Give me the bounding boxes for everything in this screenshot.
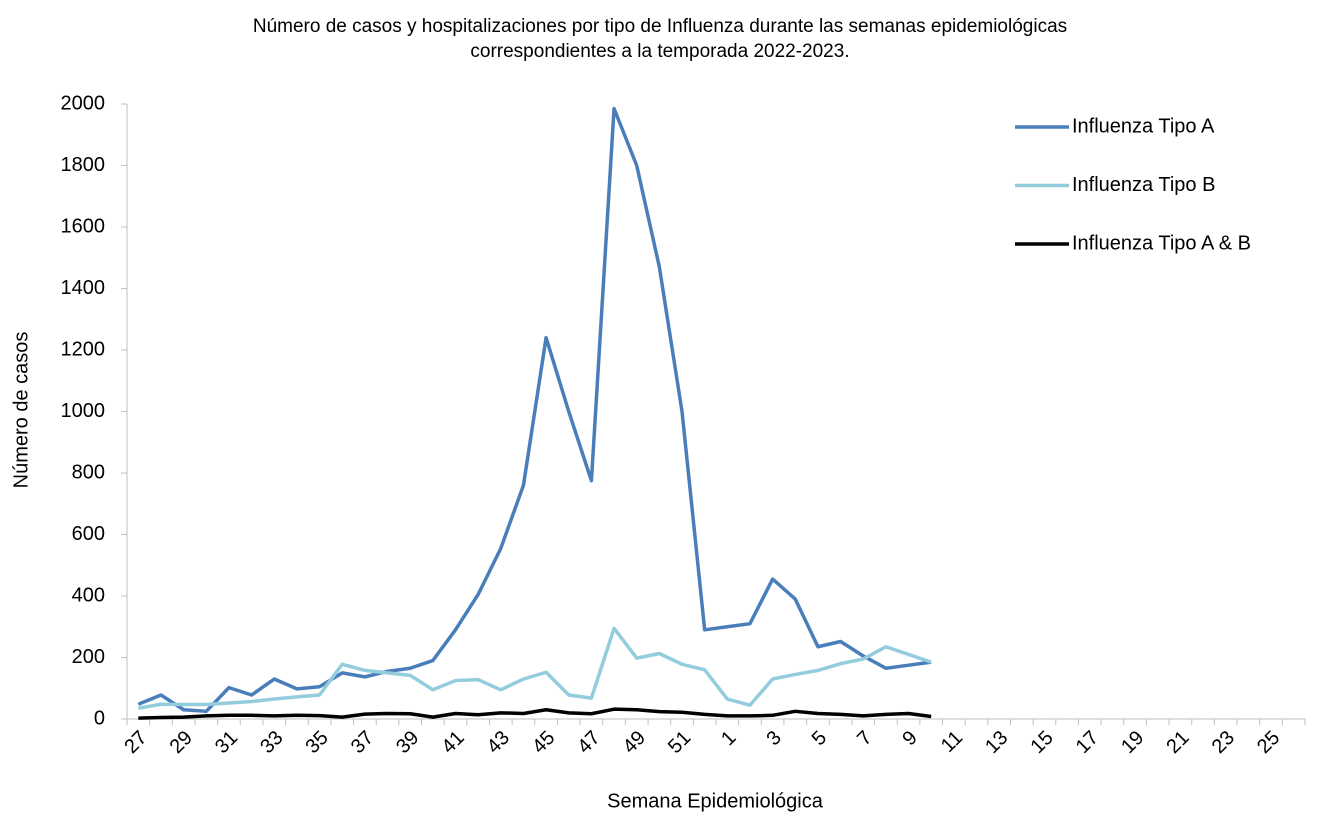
y-tick-label: 1400 [61,277,106,299]
x-tick-label: 31 [211,727,242,758]
x-tick-label: 41 [437,727,468,758]
x-tick-label: 25 [1253,727,1284,758]
x-tick-label: 1 [717,727,740,750]
x-tick-label: 37 [347,727,378,758]
y-tick-label: 1200 [61,338,106,360]
legend-label: Influenza Tipo A & B [1072,232,1251,254]
x-tick-label: 27 [120,727,151,758]
x-tick-label: 47 [573,727,604,758]
series-line [138,626,932,710]
x-tick-label: 49 [619,727,650,758]
y-tick-label: 1800 [61,154,106,176]
x-tick-label: 35 [302,727,333,758]
x-tick-label: 43 [483,727,514,758]
x-tick-label: 29 [166,727,197,758]
x-tick-label: 21 [1162,727,1193,758]
x-tick-label: 15 [1026,727,1057,758]
legend-label: Influenza Tipo B [1072,174,1215,196]
y-tick-label: 600 [72,523,105,545]
y-tick-label: 200 [72,646,105,668]
x-tick-label: 13 [981,727,1012,758]
x-tick-label: 45 [528,727,559,758]
x-tick-label: 33 [256,727,287,758]
x-tick-label: 11 [937,727,967,757]
x-tick-label: 7 [853,727,876,750]
y-tick-label: 800 [72,461,105,483]
series-line [138,707,932,720]
x-tick-label: 3 [762,727,785,750]
x-tick-label: 17 [1072,727,1103,758]
x-axis-label: Semana Epidemiológica [607,790,824,812]
x-tick-label: 5 [808,727,831,750]
x-tick-label: 9 [898,727,921,750]
y-axis-label: Número de casos [10,332,32,489]
y-tick-label: 1000 [61,400,106,422]
x-tick-label: 23 [1208,727,1239,758]
x-tick-label: 39 [392,727,423,758]
legend-label: Influenza Tipo A [1072,115,1215,137]
x-tick-label: 19 [1117,727,1148,758]
x-tick-label: 51 [664,727,695,758]
y-tick-label: 400 [72,584,105,606]
y-tick-label: 2000 [61,92,106,114]
y-tick-label: 1600 [61,215,106,237]
y-tick-label: 0 [94,707,105,729]
chart-title: Número de casos y hospitalizaciones por … [252,16,1068,62]
series-line [137,106,932,714]
